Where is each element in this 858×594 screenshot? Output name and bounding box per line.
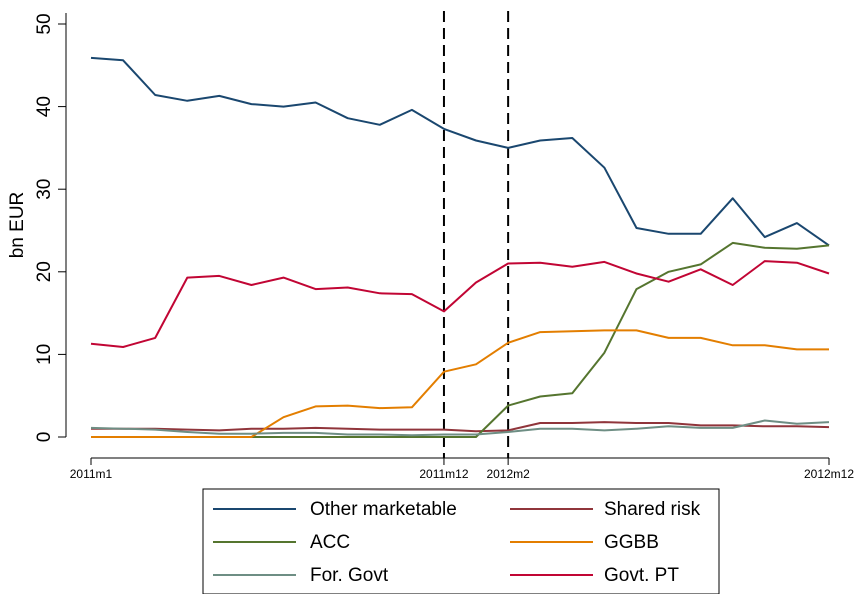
y-tick-label: 50 (34, 13, 55, 34)
y-tick-label: 40 (34, 96, 55, 117)
reference-lines (442, 11, 510, 458)
legend-label: GGBB (604, 532, 659, 553)
x-tick-label: 2012m2 (486, 467, 530, 481)
y-axis-ticks: 0 10 20 30 40 50 (34, 13, 66, 442)
legend-label: Other marketable (310, 499, 457, 520)
y-tick-label: 0 (34, 432, 55, 443)
series-line-govt-pt (90, 260, 830, 348)
legend-label: Shared risk (604, 499, 701, 520)
series-line-ggbb (91, 329, 829, 438)
legend-label: Govt. PT (604, 565, 679, 586)
x-tick-label: 2011m12 (419, 467, 468, 481)
x-tick-label: 2011m1 (70, 467, 113, 481)
series-line-for-govt (90, 419, 830, 437)
series-line-other-marketable (90, 56, 830, 247)
y-tick-label: 30 (34, 179, 55, 200)
series-line-shared-risk (91, 421, 830, 433)
y-tick-label: 10 (34, 344, 55, 365)
series-lines (90, 56, 830, 438)
series-line-acc (91, 241, 830, 438)
x-tick-label: 2012m12 (804, 467, 854, 481)
legend-label: For. Govt (310, 565, 389, 586)
y-axis-title: bn EUR (7, 192, 28, 259)
legend-box (202, 488, 720, 594)
y-tick-label: 20 (34, 261, 55, 282)
legend-label: ACC (310, 532, 350, 553)
axes (65, 13, 829, 459)
x-axis-ticks: 2011m1 2011m12 2012m2 2012m12 (70, 458, 854, 481)
legend: Other marketable Shared risk ACC GGBB For. G… (202, 488, 720, 594)
